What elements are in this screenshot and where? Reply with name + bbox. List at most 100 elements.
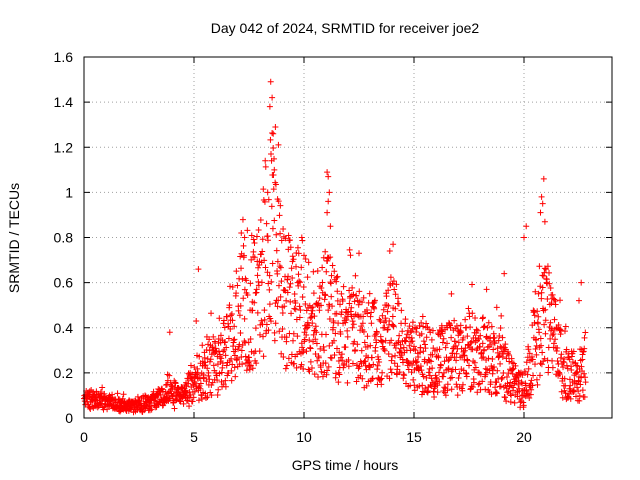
data-point bbox=[297, 307, 304, 314]
data-point bbox=[419, 313, 426, 320]
data-point bbox=[490, 346, 497, 353]
data-point bbox=[292, 306, 299, 313]
data-point bbox=[278, 350, 285, 357]
data-point bbox=[551, 316, 558, 323]
data-point bbox=[261, 198, 268, 205]
data-point bbox=[451, 338, 458, 345]
data-point bbox=[232, 373, 239, 380]
data-point bbox=[494, 390, 501, 397]
data-point bbox=[189, 398, 196, 405]
data-point bbox=[229, 284, 236, 291]
data-point bbox=[368, 309, 375, 316]
data-point bbox=[339, 298, 346, 305]
data-point bbox=[345, 363, 352, 370]
data-point bbox=[356, 288, 363, 295]
data-point bbox=[286, 237, 293, 244]
data-point bbox=[300, 365, 307, 372]
data-point bbox=[400, 359, 406, 366]
data-point bbox=[262, 157, 269, 164]
data-point bbox=[439, 339, 446, 346]
data-point bbox=[530, 372, 537, 379]
data-point bbox=[331, 352, 338, 359]
data-point bbox=[444, 340, 450, 347]
data-point bbox=[503, 355, 510, 362]
data-point bbox=[351, 298, 358, 305]
data-point bbox=[307, 345, 314, 352]
data-point bbox=[322, 292, 329, 299]
data-point bbox=[572, 393, 579, 400]
data-point bbox=[411, 387, 418, 394]
data-point bbox=[287, 244, 294, 251]
data-point bbox=[439, 330, 446, 337]
data-point bbox=[557, 331, 564, 338]
data-point bbox=[420, 323, 427, 330]
data-point bbox=[255, 264, 262, 271]
data-point bbox=[361, 339, 368, 346]
data-point bbox=[214, 377, 221, 384]
data-point bbox=[442, 344, 449, 351]
data-point bbox=[379, 369, 386, 376]
data-point bbox=[264, 237, 271, 244]
data-point bbox=[340, 364, 347, 371]
data-point bbox=[558, 351, 565, 358]
data-point bbox=[190, 394, 197, 401]
data-point bbox=[360, 294, 367, 301]
data-point bbox=[268, 151, 274, 158]
data-point bbox=[393, 281, 400, 288]
data-point bbox=[314, 357, 321, 364]
data-point bbox=[101, 390, 108, 397]
data-point bbox=[441, 358, 448, 365]
data-point bbox=[469, 383, 476, 390]
data-point bbox=[299, 293, 306, 300]
data-point bbox=[259, 236, 266, 243]
data-point bbox=[456, 370, 463, 377]
data-point bbox=[318, 302, 325, 309]
data-point bbox=[275, 141, 282, 148]
data-point bbox=[382, 315, 389, 322]
data-point bbox=[418, 319, 425, 326]
data-point bbox=[264, 189, 271, 196]
data-point bbox=[406, 323, 413, 330]
data-point bbox=[466, 362, 472, 369]
data-point bbox=[251, 254, 258, 261]
data-point bbox=[574, 384, 581, 391]
data-point bbox=[240, 295, 247, 302]
data-point bbox=[464, 333, 471, 340]
data-point bbox=[349, 318, 356, 325]
data-point bbox=[277, 230, 284, 237]
data-point bbox=[397, 345, 404, 352]
data-point bbox=[386, 317, 393, 324]
data-point bbox=[579, 387, 586, 394]
data-point bbox=[273, 231, 280, 238]
data-point bbox=[328, 293, 335, 300]
data-point bbox=[448, 290, 455, 297]
data-point bbox=[381, 347, 388, 354]
data-point bbox=[453, 350, 460, 357]
data-point bbox=[388, 337, 395, 344]
data-point bbox=[479, 340, 486, 347]
data-point bbox=[462, 369, 469, 376]
data-point bbox=[552, 336, 559, 343]
data-point bbox=[330, 337, 337, 344]
data-point bbox=[514, 374, 521, 381]
data-point bbox=[231, 323, 238, 330]
data-point bbox=[557, 297, 564, 304]
data-point bbox=[342, 344, 349, 351]
data-point bbox=[319, 264, 326, 271]
data-point bbox=[195, 266, 202, 273]
data-point bbox=[324, 367, 331, 374]
data-point bbox=[352, 272, 359, 279]
data-point bbox=[243, 277, 250, 284]
data-point bbox=[329, 262, 336, 269]
data-point bbox=[387, 366, 394, 373]
data-point bbox=[226, 302, 233, 309]
data-point bbox=[288, 351, 295, 358]
data-point bbox=[322, 360, 329, 367]
data-point bbox=[435, 354, 442, 361]
data-point bbox=[389, 313, 396, 320]
data-point bbox=[566, 391, 573, 398]
data-point bbox=[351, 338, 358, 345]
data-point bbox=[333, 310, 340, 317]
data-point bbox=[502, 341, 509, 348]
data-point bbox=[288, 310, 295, 317]
